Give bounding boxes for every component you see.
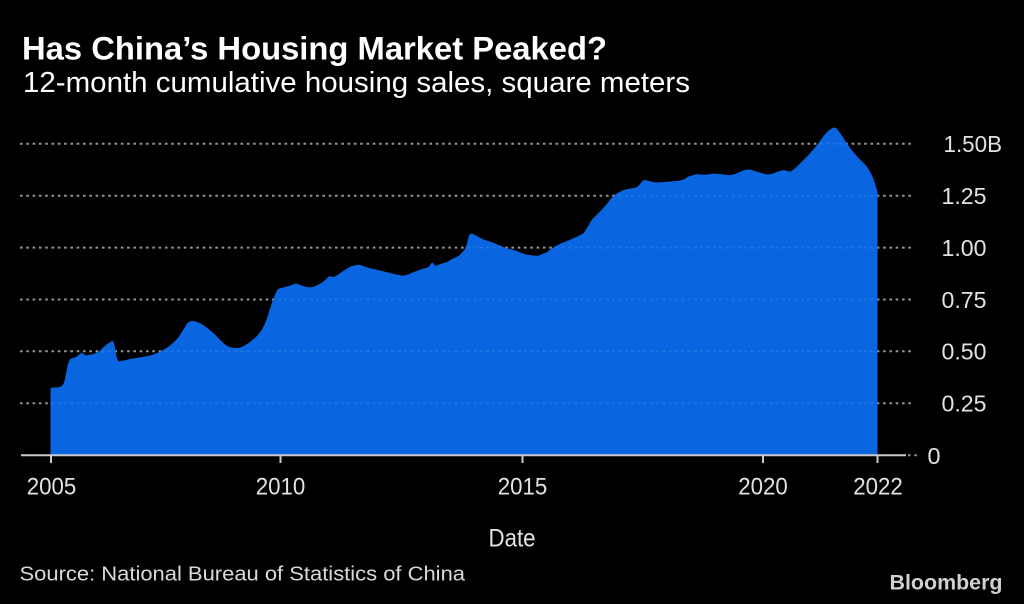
svg-text:Source: National Bureau of Sta: Source: National Bureau of Statistics of… <box>20 564 466 586</box>
svg-text:1.25: 1.25 <box>942 183 987 209</box>
svg-text:Has China’s Housing Market Pea: Has China’s Housing Market Peaked? <box>22 31 607 67</box>
svg-text:Date: Date <box>489 524 536 552</box>
svg-text:0.50: 0.50 <box>942 339 987 365</box>
svg-text:2020: 2020 <box>738 474 788 501</box>
svg-text:2015: 2015 <box>498 474 548 501</box>
svg-text:2010: 2010 <box>256 474 306 501</box>
svg-text:1.00: 1.00 <box>942 235 987 261</box>
svg-text:0.75: 0.75 <box>942 287 987 313</box>
svg-text:0: 0 <box>928 443 941 469</box>
svg-text:2005: 2005 <box>27 474 77 501</box>
svg-text:2022: 2022 <box>853 474 903 501</box>
svg-text:1.50B: 1.50B <box>944 131 1003 157</box>
svg-text:Bloomberg: Bloomberg <box>890 572 1003 595</box>
svg-text:12-month cumulative housing sa: 12-month cumulative housing sales, squar… <box>23 67 690 99</box>
svg-text:0.25: 0.25 <box>942 391 987 417</box>
